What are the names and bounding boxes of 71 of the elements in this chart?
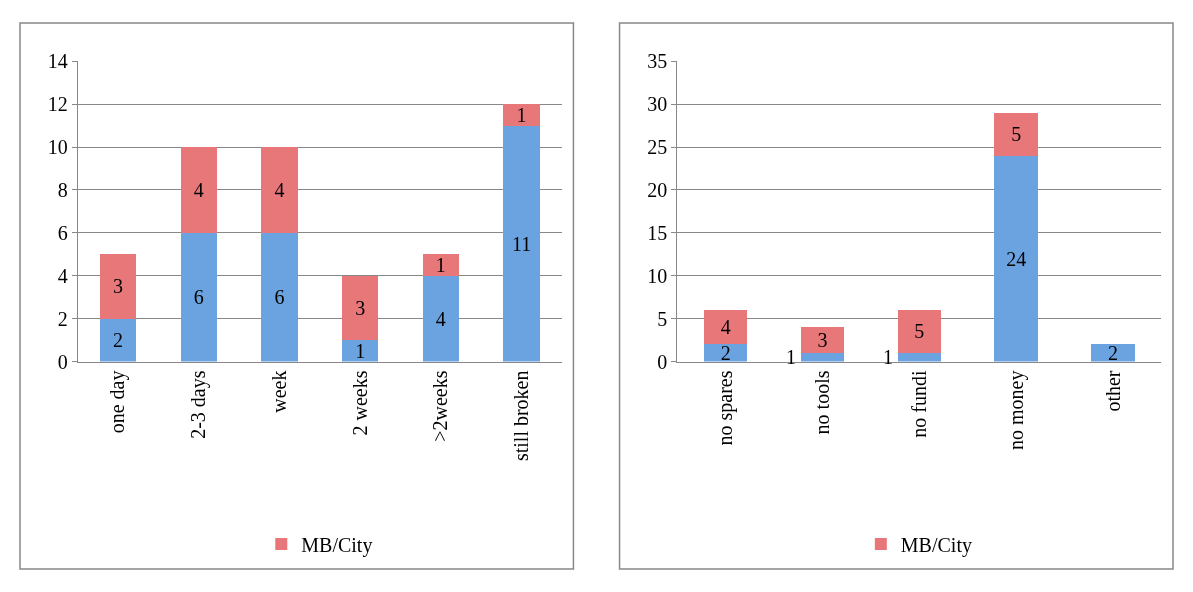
x-tick-label: 2-3 days xyxy=(187,370,211,439)
y-tick-label: 30 xyxy=(647,93,668,116)
data-label: 4 xyxy=(720,316,731,339)
y-tick-label: 5 xyxy=(657,307,668,330)
y-tick-label: 6 xyxy=(57,221,68,244)
legend-label: MB/City xyxy=(301,533,373,557)
bar xyxy=(180,147,217,233)
x-tick-label: >2weeks xyxy=(429,370,452,442)
bar xyxy=(261,147,298,233)
bar xyxy=(261,232,298,362)
data-label: 6 xyxy=(274,286,285,309)
bar xyxy=(422,275,459,362)
y-tick-label: 35 xyxy=(647,50,668,73)
data-label: 3 xyxy=(355,296,366,319)
data-label: 5 xyxy=(914,320,925,343)
y-tick-label: 4 xyxy=(57,264,68,287)
y-tick-label: 15 xyxy=(647,221,668,244)
y-tick-label: 14 xyxy=(47,50,68,73)
y-tick-label: 20 xyxy=(647,178,668,201)
y-tick-label: 10 xyxy=(47,136,68,159)
x-tick-label: no spares xyxy=(714,370,738,446)
data-label: 1 xyxy=(516,103,527,126)
bar xyxy=(703,344,748,362)
bar xyxy=(800,327,845,353)
y-tick-label: 8 xyxy=(57,178,68,201)
data-label: 1 xyxy=(355,339,366,362)
data-label: 4 xyxy=(435,307,446,330)
bar xyxy=(422,254,459,276)
bar xyxy=(503,104,540,126)
x-tick-label: no fundi xyxy=(907,370,930,438)
x-tick-label: other xyxy=(1101,370,1124,412)
y-tick-label: 2 xyxy=(57,307,68,330)
data-label: 1 xyxy=(883,346,893,368)
bar xyxy=(99,318,137,362)
data-label: 24 xyxy=(1006,247,1027,270)
data-label: 2 xyxy=(113,329,124,352)
bar xyxy=(180,232,217,362)
legend-label: MB/City xyxy=(900,533,972,557)
bar xyxy=(341,340,379,362)
data-label: 2 xyxy=(1108,341,1119,364)
y-tick-label: 10 xyxy=(647,264,668,287)
bar xyxy=(994,155,1038,362)
bar xyxy=(99,254,137,319)
x-tick-label: no money xyxy=(1004,370,1028,450)
bar xyxy=(341,275,379,341)
data-label: 1 xyxy=(435,253,446,276)
bar xyxy=(800,352,845,362)
y-tick-label: 12 xyxy=(47,93,68,116)
bar xyxy=(897,352,942,362)
x-tick-label: no tools xyxy=(810,370,833,435)
y-tick-label: 0 xyxy=(57,350,68,373)
bar xyxy=(503,125,540,362)
x-tick-label: still broken xyxy=(510,370,533,462)
data-label: 2 xyxy=(720,341,731,364)
bar xyxy=(703,310,748,345)
data-label: 5 xyxy=(1011,123,1022,146)
x-tick-label: one day xyxy=(106,370,130,434)
data-label: 4 xyxy=(274,178,285,201)
data-label: 11 xyxy=(511,232,532,255)
y-tick-label: 25 xyxy=(647,136,668,159)
data-label: 3 xyxy=(113,275,124,298)
y-tick-label: 0 xyxy=(657,350,668,373)
data-label: 3 xyxy=(817,329,828,352)
data-label: 4 xyxy=(193,178,204,201)
x-tick-label: week xyxy=(267,370,290,413)
data-label: 6 xyxy=(193,286,204,309)
bar xyxy=(897,310,942,353)
x-tick-label: 2 weeks xyxy=(348,370,371,436)
bar xyxy=(1091,344,1135,362)
bar xyxy=(994,112,1038,156)
data-label: 1 xyxy=(786,346,796,368)
